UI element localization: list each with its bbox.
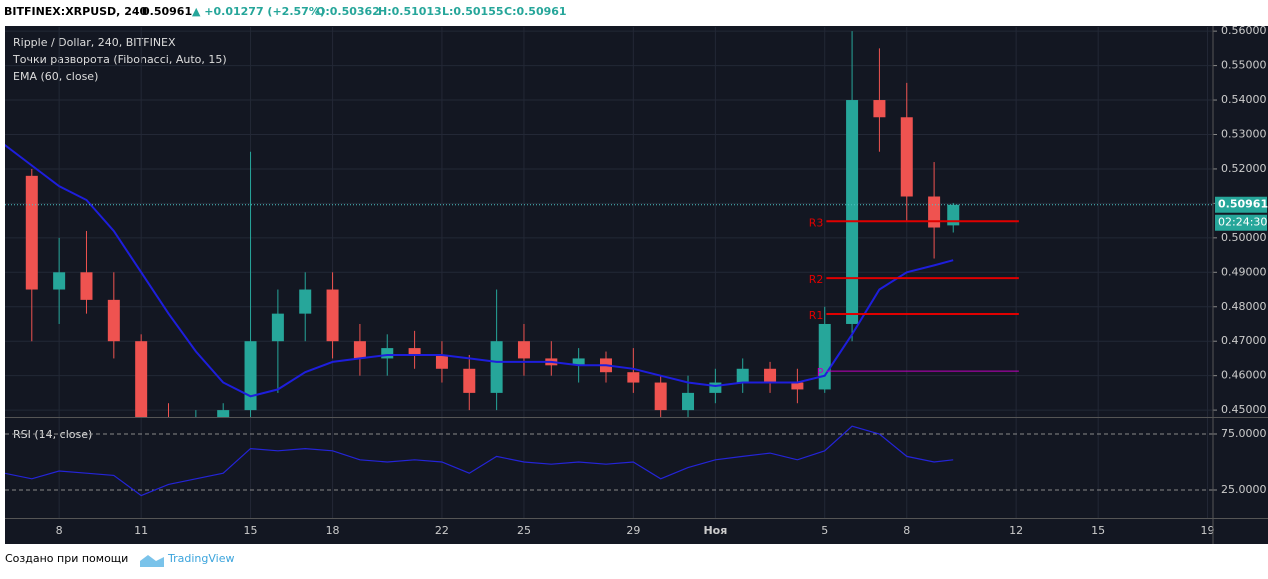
x-tick-label: 29: [626, 524, 640, 537]
x-tick-label: 19: [1201, 524, 1215, 537]
y-tick-label: 0.52000: [1221, 162, 1267, 175]
footer-text: Создано при помощи: [5, 552, 128, 565]
candle-body: [846, 100, 859, 324]
x-tick-label: 18: [326, 524, 340, 537]
open: O:0.50362: [316, 5, 380, 18]
candle-body: [463, 368, 476, 393]
candles: [25, 31, 960, 417]
x-tick-label: 22: [435, 524, 449, 537]
pivot-label: R1: [809, 309, 824, 322]
candle-body: [873, 100, 886, 118]
candle-body: [217, 410, 230, 417]
countdown-box: [1215, 214, 1267, 231]
logo: [140, 555, 164, 567]
candle-body: [353, 341, 366, 359]
candle-body: [791, 382, 804, 390]
candle-body: [900, 117, 913, 197]
candle-body: [764, 368, 777, 383]
y-tick-label: 25.0000: [1221, 483, 1267, 496]
candle-body: [408, 348, 421, 355]
y-tick-label: 0.47000: [1221, 334, 1267, 347]
x-tick-label: 8: [56, 524, 63, 537]
candle-body: [517, 341, 530, 359]
y-tick-label: 0.48000: [1221, 300, 1267, 313]
candle-body: [25, 175, 38, 290]
y-tick-label: 0.49000: [1221, 265, 1267, 278]
candle-body: [818, 323, 831, 390]
y-tick-label: 0.53000: [1221, 127, 1267, 140]
x-tick-label: 5: [821, 524, 828, 537]
symbol: BITFINEX:XRPUSD, 240: [4, 5, 148, 18]
chart-title: Ripple / Dollar, 240, BITFINEX: [13, 36, 176, 49]
x-tick-label: 12: [1009, 524, 1023, 537]
y-tick-label: 0.45000: [1221, 403, 1267, 416]
x-tick-label: Ноя: [703, 524, 727, 537]
y-tick-label: 0.54000: [1221, 93, 1267, 106]
price-label: 0.50961: [1218, 198, 1268, 211]
candle-body: [80, 272, 93, 300]
y-tick-label: 75.0000: [1221, 427, 1267, 440]
candle-body: [381, 348, 394, 359]
pivot-label: P: [817, 366, 824, 379]
candle-body: [490, 341, 503, 393]
y-tick-label: 0.56000: [1221, 24, 1267, 37]
high: H:0.51013: [378, 5, 442, 18]
last: 0.50961: [142, 5, 192, 18]
legend-entry: EMA (60, close): [13, 70, 98, 83]
chart-area: [5, 26, 1268, 544]
candle-body: [627, 372, 640, 383]
candle-body: [53, 272, 66, 290]
candle-body: [682, 392, 695, 411]
footer-brand[interactable]: TradingView: [167, 552, 234, 565]
candle-body: [928, 196, 941, 228]
header: BITFINEX:XRPUSD, 240 0.50961 ▲ +0.01277 …: [4, 5, 567, 18]
ema-line: [5, 144, 954, 398]
candle-body: [654, 382, 667, 411]
candle-body: [135, 341, 148, 417]
x-tick-label: 8: [903, 524, 910, 537]
y-tick-label: 0.46000: [1221, 369, 1267, 382]
candle-body: [572, 358, 585, 366]
pivot-label: R2: [809, 273, 824, 286]
rsi-title: RSI (14, close): [13, 428, 92, 441]
candle-body: [107, 299, 120, 342]
low: L:0.50155: [442, 5, 504, 18]
x-tick-label: 25: [517, 524, 531, 537]
close: C:0.50961: [504, 5, 567, 18]
pivot-label: R3: [809, 216, 824, 229]
candle-body: [271, 313, 284, 342]
change: ▲ +0.01277 (+2.57%): [192, 5, 325, 18]
x-tick-label: 11: [134, 524, 148, 537]
rsi-line: [5, 425, 954, 497]
candle-body: [947, 204, 960, 226]
x-tick-label: 15: [244, 524, 258, 537]
countdown: 02:24:30: [1218, 216, 1267, 229]
y-tick-label: 0.55000: [1221, 59, 1267, 72]
candle-body: [299, 289, 312, 314]
price-box: [1215, 196, 1267, 213]
y-tick-label: 0.50000: [1221, 231, 1267, 244]
candle-body: [736, 368, 749, 383]
candle-body: [326, 289, 339, 342]
x-tick-label: 15: [1091, 524, 1105, 537]
candle-body: [435, 354, 448, 369]
candle-body: [709, 382, 722, 393]
legend-entry: Точки разворота (Fibonacci, Auto, 15): [12, 53, 227, 66]
candle-body: [244, 341, 257, 411]
